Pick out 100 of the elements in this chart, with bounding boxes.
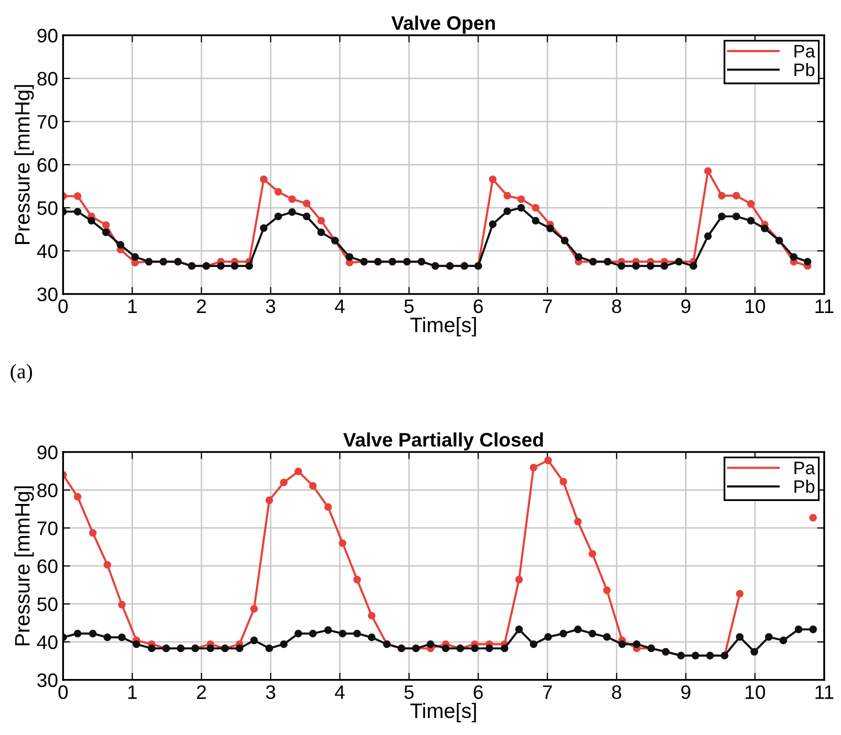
point xyxy=(485,644,494,652)
point xyxy=(88,216,96,225)
point xyxy=(368,612,376,620)
point xyxy=(574,253,582,261)
y-tick-label: 80 xyxy=(37,72,58,86)
x-tick-label: 2 xyxy=(197,299,206,313)
x-tick-label: 7 xyxy=(543,685,552,699)
y-tick-label: 70 xyxy=(38,114,58,129)
x-tick-label: 8 xyxy=(612,685,622,700)
point xyxy=(515,576,523,584)
point xyxy=(618,640,626,648)
point xyxy=(148,644,156,652)
point xyxy=(353,630,361,638)
point xyxy=(488,175,497,184)
point xyxy=(704,167,712,175)
point xyxy=(309,630,317,638)
point xyxy=(732,212,740,220)
x-tick-label: 10 xyxy=(746,685,766,700)
x-axis-title: Time[s] xyxy=(410,702,476,722)
point xyxy=(294,630,302,638)
point xyxy=(116,241,124,249)
point xyxy=(794,626,802,634)
point xyxy=(470,644,479,652)
point xyxy=(809,514,817,522)
point xyxy=(245,262,254,270)
point xyxy=(206,644,214,652)
point xyxy=(747,200,755,208)
point xyxy=(74,192,82,200)
x-tick-label: 9 xyxy=(681,299,690,314)
point xyxy=(260,175,268,184)
point xyxy=(74,630,82,638)
x-tick-label: 2 xyxy=(197,685,206,699)
point xyxy=(353,576,361,584)
point xyxy=(288,208,296,216)
y-tick-label: 40 xyxy=(37,635,58,650)
x-tick-label: 6 xyxy=(474,299,483,314)
x-tick-label: 4 xyxy=(334,685,345,699)
point xyxy=(89,630,97,638)
point xyxy=(544,633,552,641)
point xyxy=(532,204,540,212)
x-tick-label: 5 xyxy=(404,685,414,700)
y-tick-label: 70 xyxy=(38,521,58,536)
point xyxy=(718,192,726,200)
point xyxy=(690,262,698,270)
x-tick-label: 0 xyxy=(58,685,68,700)
point xyxy=(546,224,554,232)
point xyxy=(338,630,346,638)
point xyxy=(102,228,110,236)
point xyxy=(790,253,798,261)
point xyxy=(503,192,512,200)
point xyxy=(74,493,82,501)
chart-title: Valve Open xyxy=(391,16,495,34)
point xyxy=(118,634,126,642)
point xyxy=(265,644,274,652)
y-tick-label: 90 xyxy=(38,28,58,43)
point xyxy=(632,262,640,270)
point xyxy=(574,626,582,634)
chart-title: Valve Partially Closed xyxy=(343,432,543,451)
point xyxy=(250,605,258,613)
point xyxy=(736,590,744,598)
point xyxy=(317,228,325,236)
y-tick-label: 80 xyxy=(37,483,58,498)
point xyxy=(488,220,497,228)
point xyxy=(104,634,112,642)
point xyxy=(302,200,310,208)
legend-label: Pa xyxy=(794,44,816,58)
point xyxy=(809,626,817,634)
point xyxy=(265,496,274,504)
point xyxy=(588,550,596,558)
point xyxy=(74,208,82,216)
point xyxy=(517,204,525,212)
y-tick-label: 60 xyxy=(38,559,58,574)
point xyxy=(309,482,317,490)
point xyxy=(760,224,768,232)
point xyxy=(274,188,282,196)
point xyxy=(530,464,538,472)
point xyxy=(442,644,450,652)
point xyxy=(574,518,582,526)
point xyxy=(102,221,110,229)
point xyxy=(588,630,596,638)
point xyxy=(704,232,712,240)
y-tick-label: 60 xyxy=(38,158,58,172)
x-tick-label: 5 xyxy=(404,300,414,314)
y-tick-label: 30 xyxy=(37,287,58,302)
point xyxy=(503,207,512,216)
x-tick-label: 6 xyxy=(474,685,483,700)
point xyxy=(294,468,302,476)
y-tick-label: 40 xyxy=(37,244,58,258)
point xyxy=(338,539,346,547)
x-tick-label: 3 xyxy=(266,299,276,314)
x-tick-label: 11 xyxy=(816,685,834,699)
point xyxy=(544,456,552,464)
point xyxy=(368,634,376,642)
point xyxy=(280,478,288,486)
point xyxy=(532,216,540,225)
x-tick-label: 8 xyxy=(612,299,622,314)
point xyxy=(747,216,755,225)
point xyxy=(217,262,225,270)
point xyxy=(324,626,332,634)
point xyxy=(530,640,538,648)
